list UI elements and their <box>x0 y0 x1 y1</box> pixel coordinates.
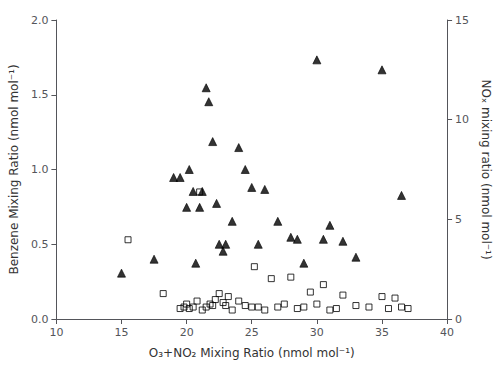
svg-text:2.0: 2.0 <box>31 14 49 27</box>
svg-text:Benzene Mixing Ratio (nmol mol: Benzene Mixing Ratio (nmol mol⁻¹) <box>7 64 21 274</box>
svg-text:15: 15 <box>455 14 469 27</box>
svg-text:0.5: 0.5 <box>31 238 49 251</box>
svg-text:25: 25 <box>245 326 259 339</box>
svg-text:10: 10 <box>49 326 63 339</box>
svg-text:NOₓ mixing ratio (nmol mol⁻¹): NOₓ mixing ratio (nmol mol⁻¹) <box>479 79 493 259</box>
svg-text:5: 5 <box>455 213 462 226</box>
svg-text:1.5: 1.5 <box>31 88 49 101</box>
svg-text:30: 30 <box>310 326 324 339</box>
svg-text:20: 20 <box>180 326 194 339</box>
svg-text:40: 40 <box>440 326 454 339</box>
svg-text:O₃+NO₂ Mixing Ratio (nmol mol⁻: O₃+NO₂ Mixing Ratio (nmol mol⁻¹) <box>149 346 355 360</box>
svg-text:1.0: 1.0 <box>31 163 49 176</box>
svg-text:0: 0 <box>455 313 462 326</box>
svg-text:0.0: 0.0 <box>31 313 49 326</box>
svg-text:35: 35 <box>375 326 389 339</box>
svg-text:10: 10 <box>455 113 469 126</box>
svg-text:15: 15 <box>115 326 129 339</box>
